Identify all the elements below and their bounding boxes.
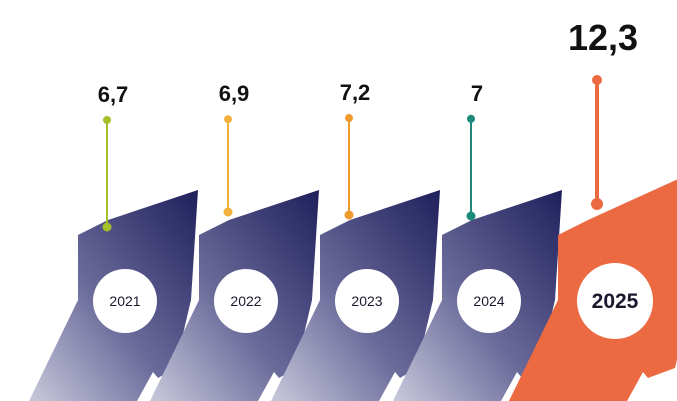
marker-bottom-2021	[102, 222, 112, 232]
bar-arrow-2024: 2024	[393, 190, 562, 401]
tick-label-2021: 2021	[109, 293, 140, 309]
data-label-2022: 6,9	[219, 81, 250, 106]
marker-bottom-2022	[223, 207, 233, 217]
marker-top-2024	[467, 114, 475, 123]
value-mark-2024: 7	[466, 81, 483, 221]
tick-label-2023: 2023	[351, 293, 382, 309]
marker-bottom-2023	[344, 210, 354, 220]
data-label-2024: 7	[471, 81, 483, 106]
value-mark-2022: 6,9	[219, 81, 250, 217]
bar-arrow-2022: 2022	[150, 190, 319, 401]
year-circle-2025	[577, 263, 653, 339]
bar-arrow-2023: 2023	[271, 190, 440, 401]
data-label-2023: 7,2	[340, 80, 371, 105]
year-circle-2023	[335, 269, 399, 333]
tick-label-2025: 2025	[592, 290, 639, 313]
marker-bottom-2024	[466, 211, 476, 221]
marker-top-2022	[224, 115, 232, 124]
value-mark-2025: 12,3	[568, 17, 638, 210]
tick-label-2022: 2022	[230, 293, 261, 309]
tick-label-2024: 2024	[473, 293, 504, 309]
data-label-2025: 12,3	[568, 17, 638, 58]
bar-arrow-2021: 2021	[29, 190, 198, 401]
data-label-2021: 6,7	[98, 82, 129, 107]
marks-layer: 6,7 6,9 7,2 7 12,3	[98, 17, 638, 232]
marker-top-2023	[345, 114, 353, 122]
year-circle-2024	[457, 269, 521, 333]
year-circle-2021	[93, 269, 157, 333]
year-circle-2022	[214, 269, 278, 333]
marker-top-2021	[103, 116, 111, 124]
arrows-layer: 2021 2022 2023 2024 2025	[29, 179, 677, 401]
marker-top-2025	[592, 75, 602, 85]
marker-bottom-2025	[591, 198, 603, 210]
value-mark-2021: 6,7	[98, 82, 129, 232]
value-mark-2023: 7,2	[340, 80, 371, 220]
bar-arrow-2025: 2025	[509, 179, 677, 401]
